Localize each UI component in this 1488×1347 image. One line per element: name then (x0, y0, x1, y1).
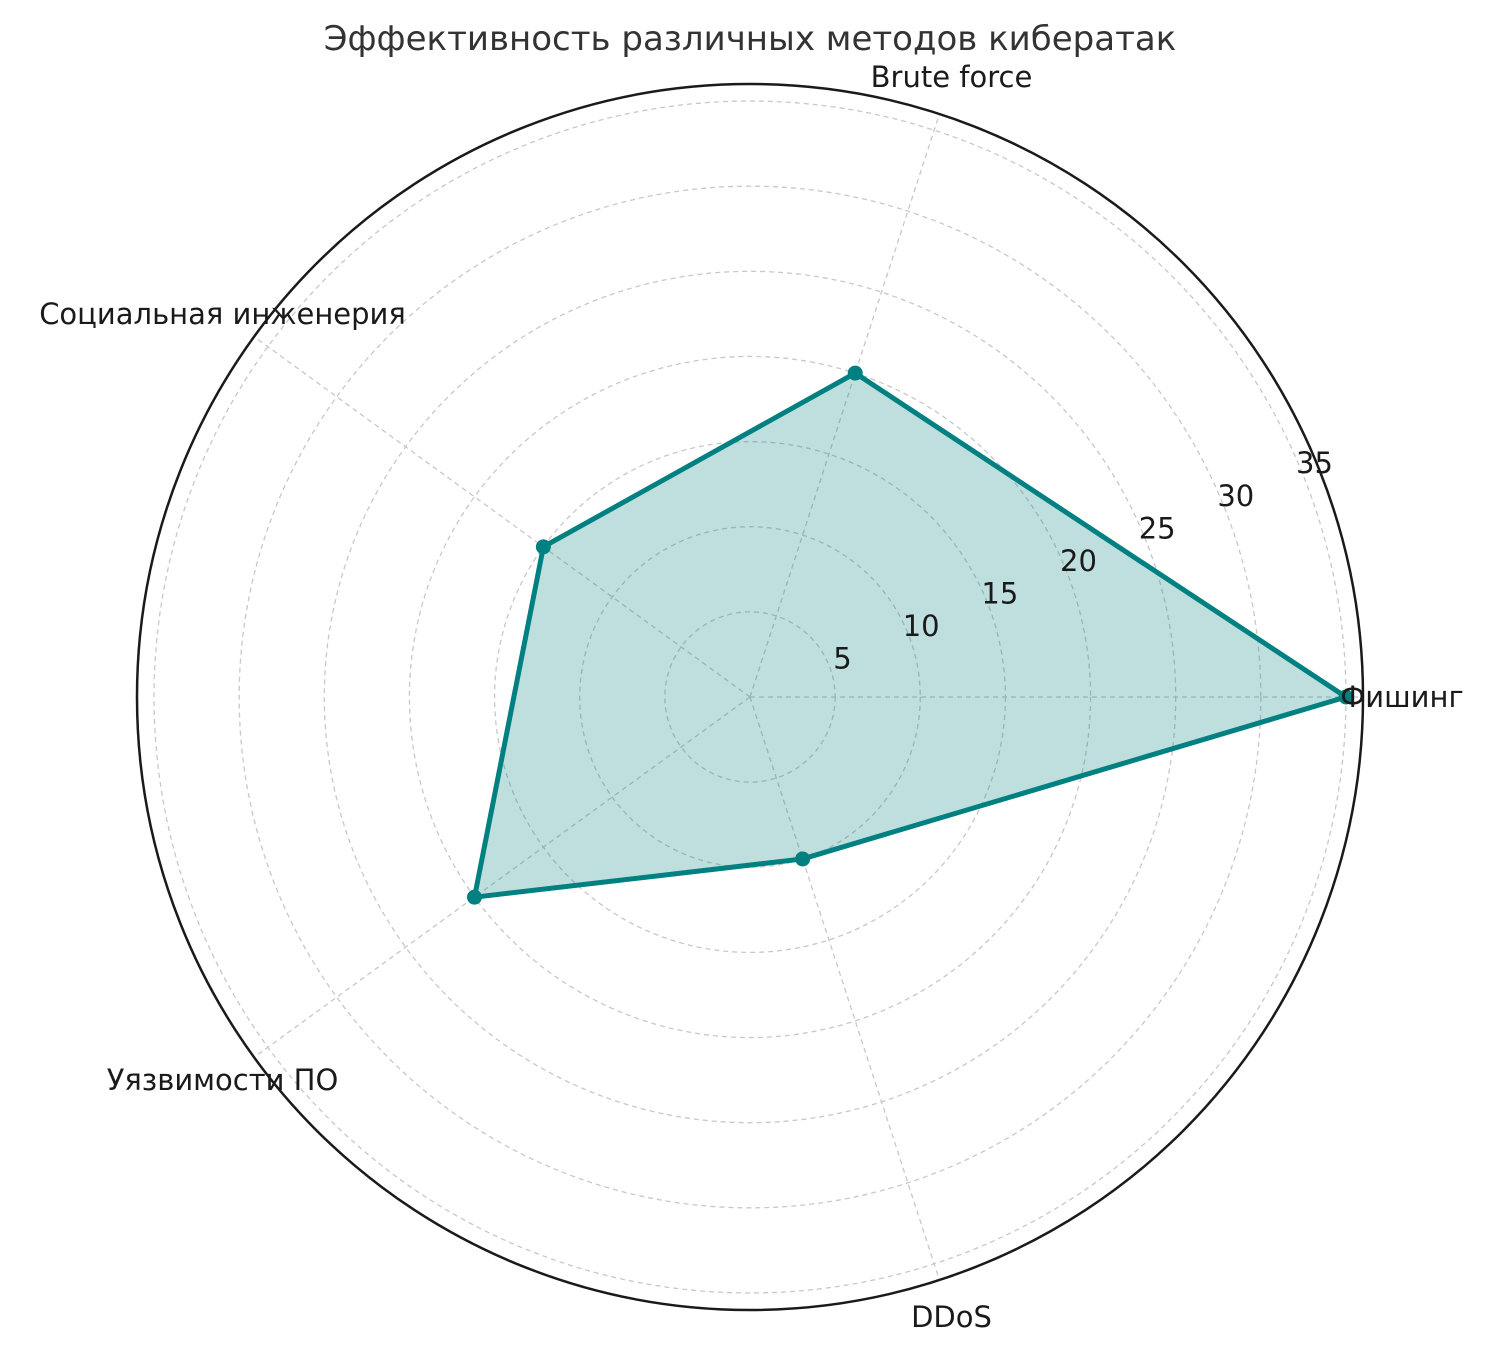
data-point (535, 539, 551, 555)
data-point (1338, 689, 1354, 705)
r-tick-label: 30 (1217, 479, 1254, 513)
grid-spoke (253, 696, 751, 1058)
outer-frame (135, 82, 1365, 1312)
category-label: DDoS (911, 1300, 992, 1334)
r-tick-label: 5 (833, 642, 851, 676)
grid-ring (238, 185, 1262, 1209)
data-point (795, 851, 811, 867)
labels: 5 10 15 20 25 30 35 Фишинг Brute force Социальная… (39, 60, 1464, 1334)
category-label: Социальная инженерия (39, 297, 406, 331)
category-label: Уязвимости ПО (107, 1063, 339, 1097)
chart-title: Эффективность различных методов киберата… (324, 19, 1177, 59)
r-tick-label: 10 (903, 609, 940, 643)
grid-spoke (749, 113, 941, 698)
series (466, 365, 1354, 905)
r-tick-label: 15 (981, 577, 1018, 611)
grid-spoke (253, 336, 751, 698)
r-tick-label: 35 (1296, 446, 1333, 480)
r-tick-label: 25 (1139, 511, 1176, 545)
data-point (466, 889, 482, 905)
grid-ring (579, 526, 921, 868)
category-label: Фишинг (1340, 680, 1463, 714)
data-point (847, 365, 863, 381)
category-label: Brute force (871, 60, 1033, 94)
series-area (474, 373, 1346, 898)
grid-ring (408, 355, 1092, 1039)
grid (135, 82, 1365, 1312)
r-tick-label: 20 (1060, 544, 1097, 578)
grid-spoke (749, 696, 941, 1281)
series-line (471, 370, 1349, 900)
